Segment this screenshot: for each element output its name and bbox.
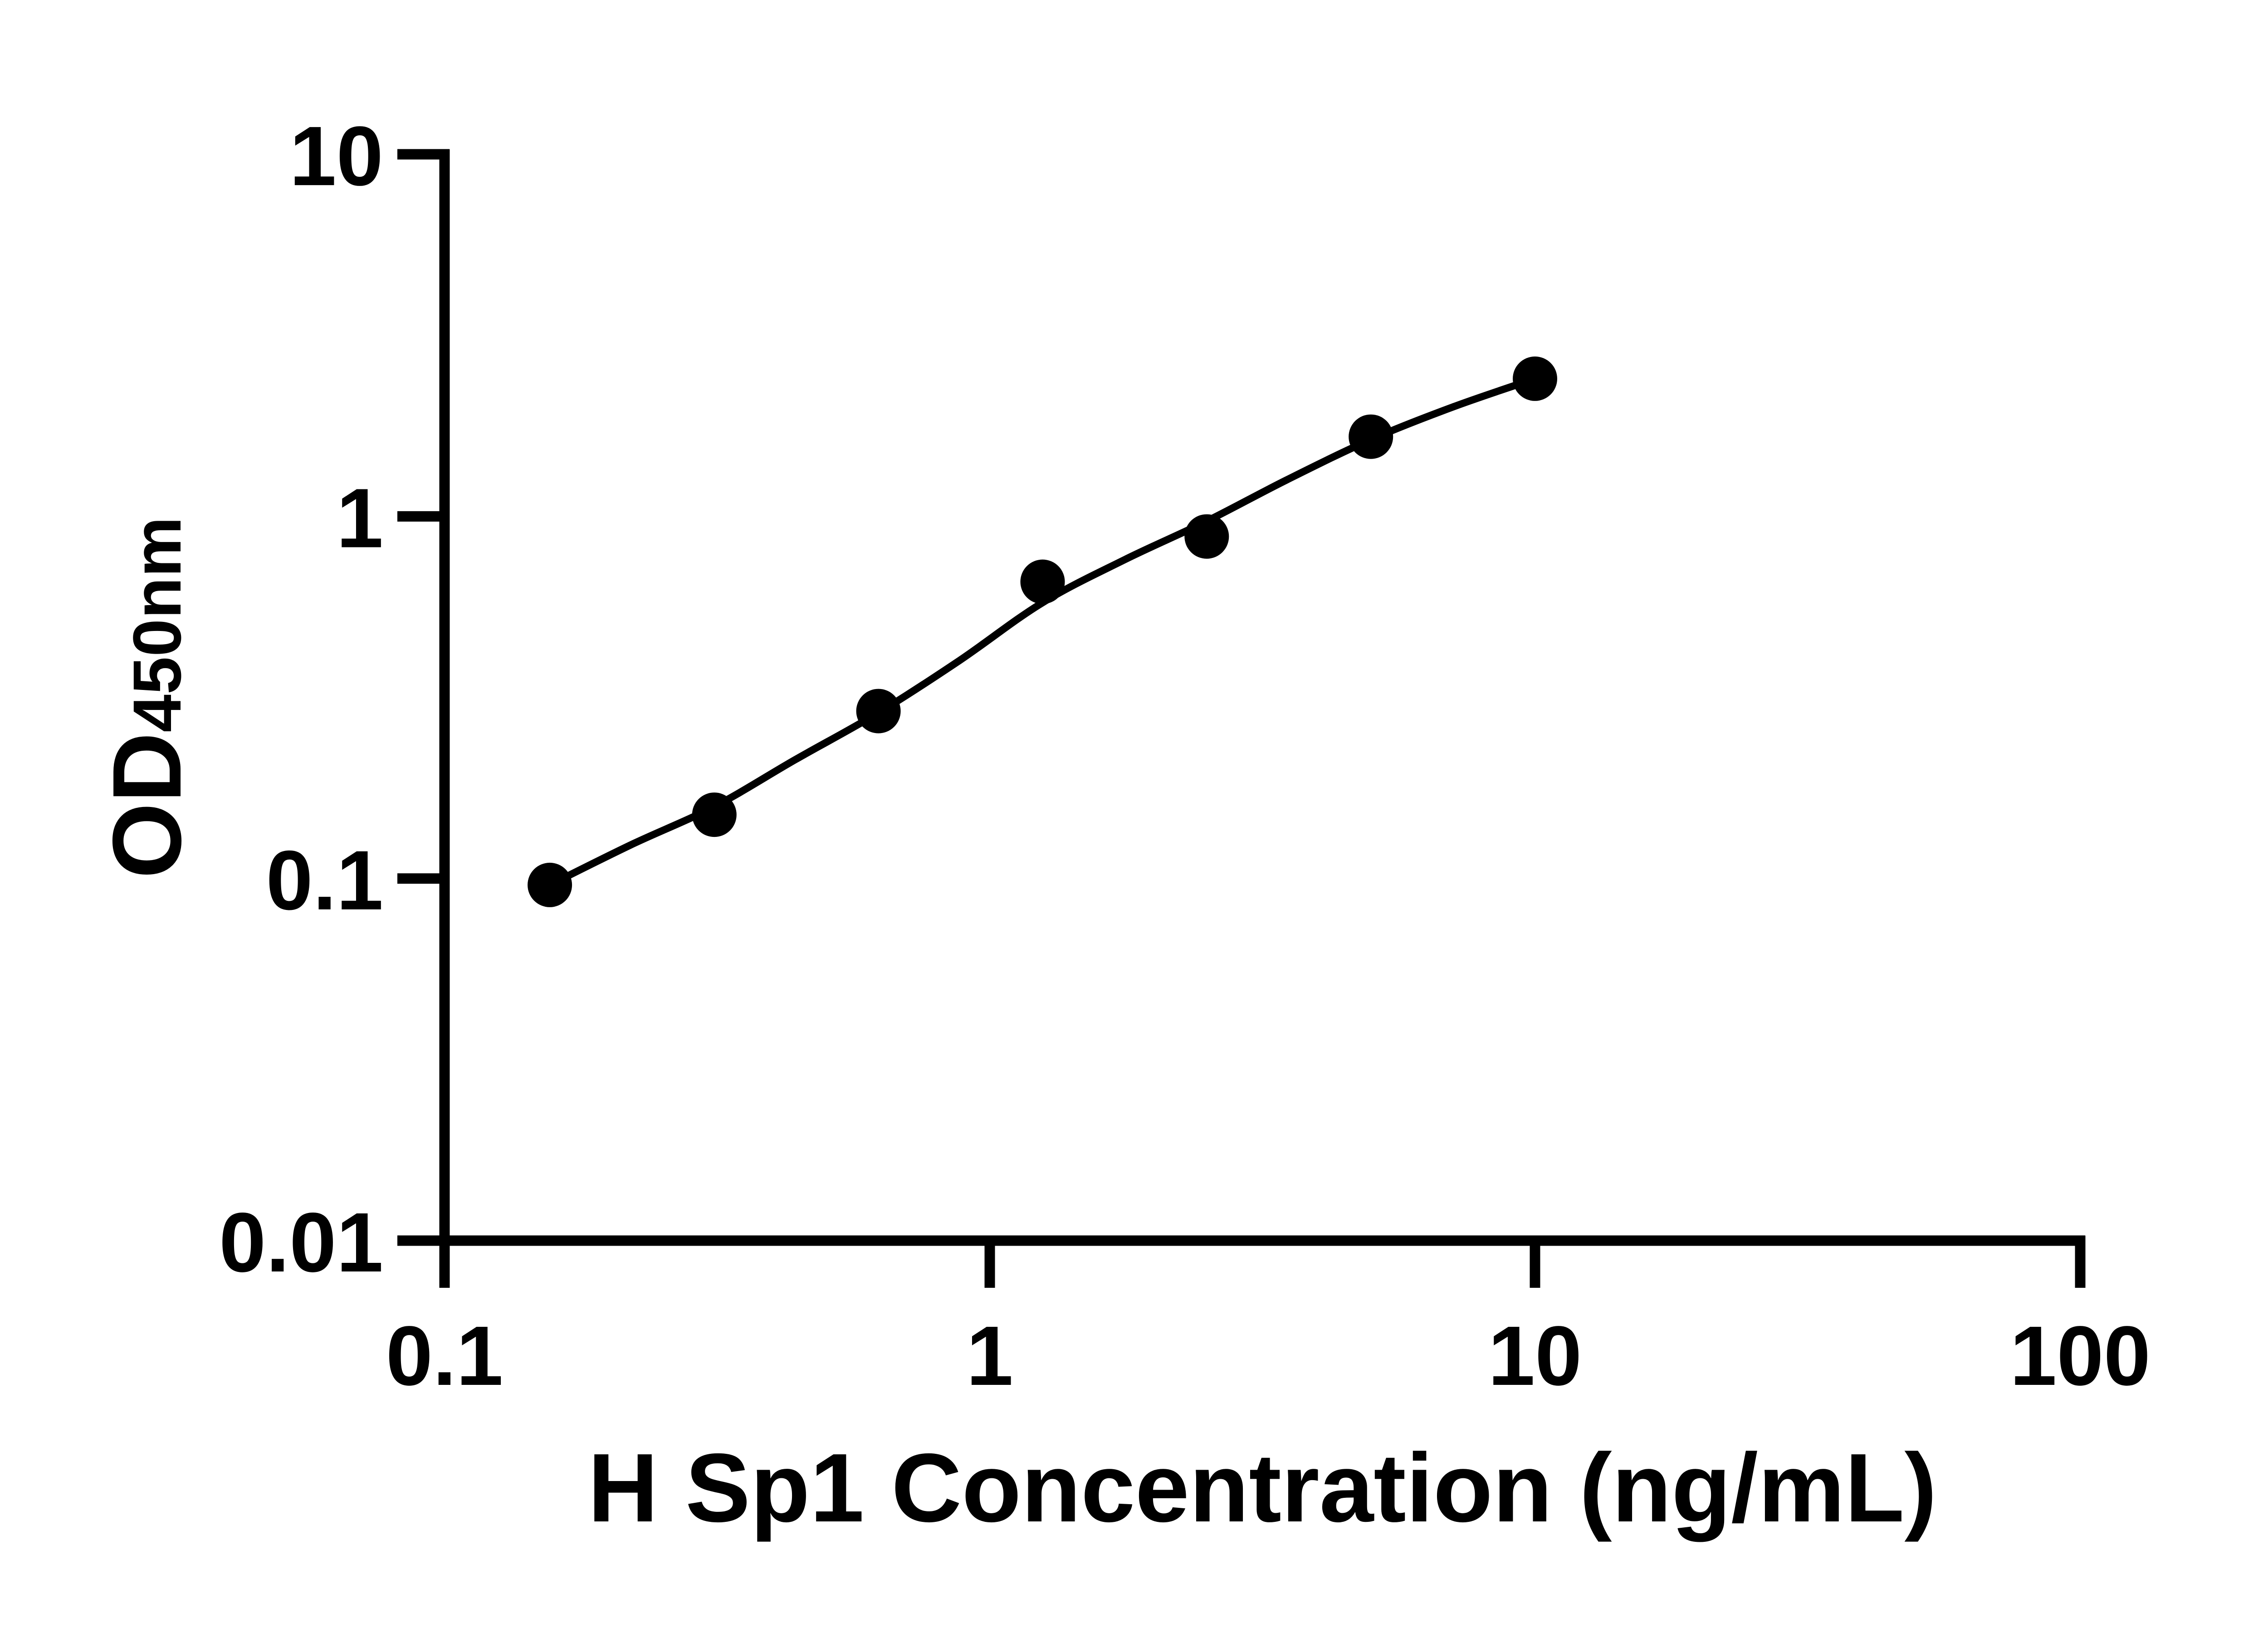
y-tick-label: 0.1	[266, 834, 383, 928]
x-tick-label: 0.1	[386, 1309, 503, 1403]
y-tick-label: 0.01	[219, 1196, 383, 1290]
x-tick-label: 100	[2010, 1309, 2151, 1403]
data-point	[528, 862, 572, 907]
x-tick-label: 10	[1488, 1309, 1582, 1403]
series-layer	[528, 356, 1557, 907]
y-axis-title-subscript: 450nm	[119, 517, 195, 732]
data-point	[1349, 414, 1393, 459]
y-tick-label: 1	[337, 471, 383, 565]
data-point	[1184, 514, 1229, 559]
x-axis-title: H Sp1 Concentration (ng/mL)	[588, 1433, 1937, 1542]
data-point	[1513, 356, 1557, 401]
data-point	[692, 792, 737, 837]
data-point	[856, 689, 901, 733]
y-axis-title-main: OD	[92, 732, 201, 879]
data-point	[1020, 559, 1065, 604]
x-tick-label: 1	[966, 1309, 1013, 1403]
axes-layer	[397, 149, 2086, 1288]
y-tick-label: 10	[289, 109, 383, 203]
y-axis-title: OD450nm	[92, 517, 201, 879]
